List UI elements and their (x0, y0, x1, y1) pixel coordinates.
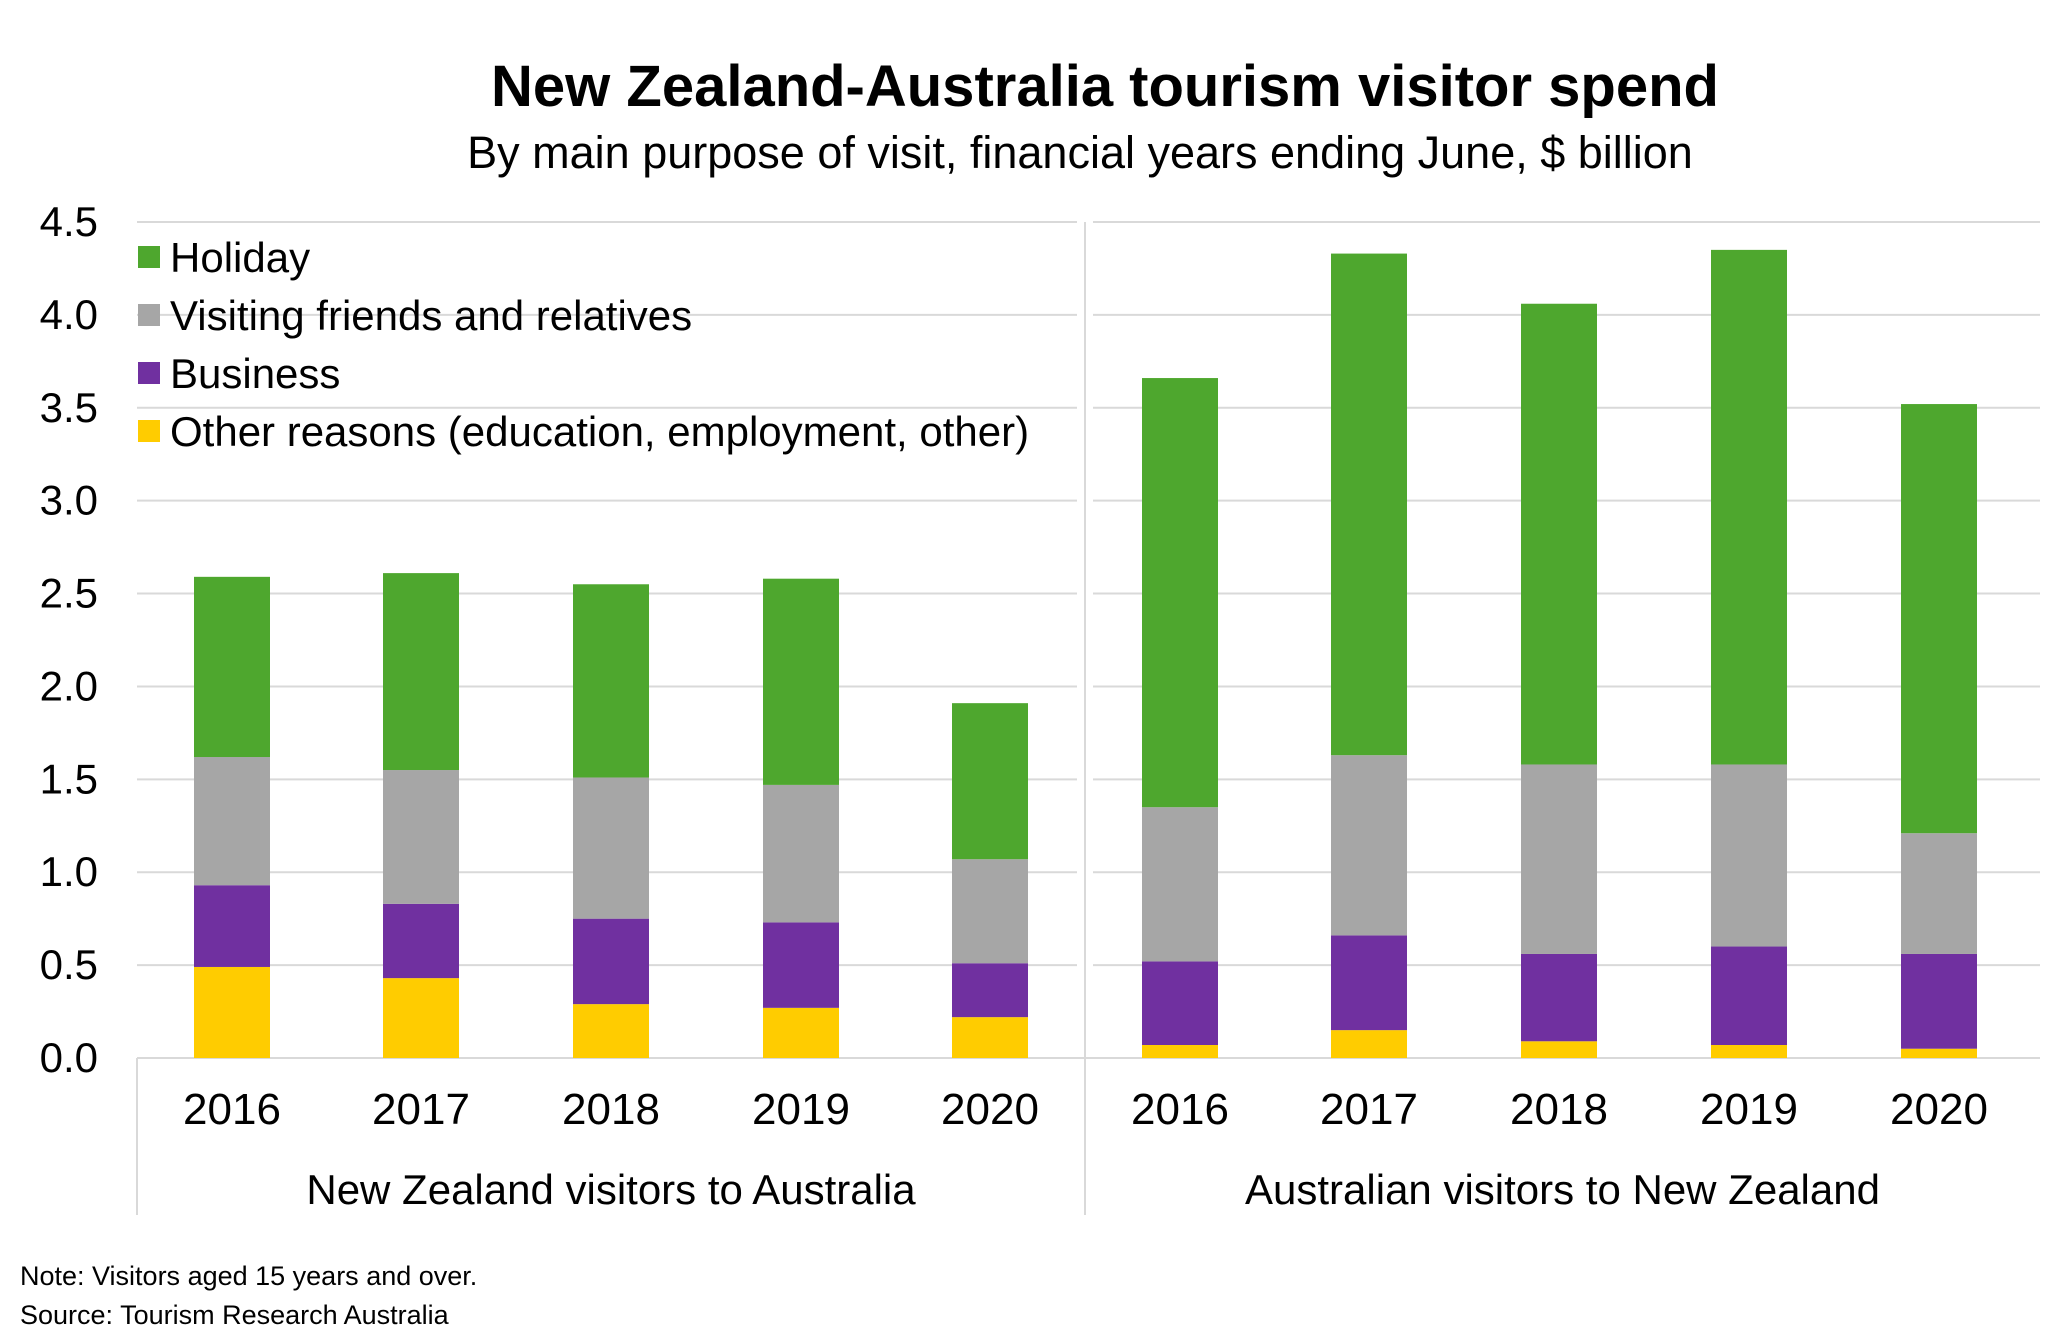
bar-segment (952, 963, 1028, 1018)
bar-segment (573, 918, 649, 1005)
legend-swatch (138, 246, 160, 268)
bar-segment (1711, 249, 1787, 765)
bar-segment (952, 1017, 1028, 1058)
bar-segment (763, 1007, 839, 1058)
legend-label: Visiting friends and relatives (170, 292, 692, 339)
y-tick-label: 0.0 (40, 1034, 98, 1081)
bar-segment (1331, 755, 1407, 936)
legend: Holiday Visiting friends and relatives Bus… (138, 234, 1029, 455)
y-tick-label: 1.5 (40, 755, 98, 802)
bar-segment (1521, 953, 1597, 1042)
x-tick-label: 2019 (752, 1085, 850, 1134)
y-tick-label: 3.0 (40, 477, 98, 524)
bar-segment (952, 859, 1028, 964)
x-tick-label: 2017 (372, 1085, 470, 1134)
bar-segment (573, 777, 649, 919)
bar-segment (1331, 935, 1407, 1031)
bar-segment (383, 573, 459, 771)
chart-source: Source: Tourism Research Australia (20, 1300, 450, 1330)
chart-note: Note: Visitors aged 15 years and over. (20, 1261, 477, 1291)
x-tick-label: 2016 (1131, 1085, 1229, 1134)
y-tick-label: 1.0 (40, 848, 98, 895)
bar-segment (1901, 404, 1977, 834)
bar-segment (194, 885, 270, 967)
bar-segment (1711, 764, 1787, 947)
x-tick-label: 2020 (941, 1085, 1039, 1134)
bars (194, 249, 1977, 1058)
bar-segment (1711, 1044, 1787, 1058)
x-tick-label: 2018 (1510, 1085, 1608, 1134)
bar-segment (194, 757, 270, 886)
legend-swatch (138, 362, 160, 384)
y-tick-label: 3.5 (40, 384, 98, 431)
bar-segment (194, 966, 270, 1058)
y-tick-label: 4.0 (40, 291, 98, 338)
y-tick-label: 2.0 (40, 662, 98, 709)
bar-segment (383, 770, 459, 904)
bar-segment (573, 1004, 649, 1058)
bar-segment (1142, 807, 1218, 962)
x-tick-label: 2018 (562, 1085, 660, 1134)
bar-segment (573, 584, 649, 778)
x-tick-label: 2016 (183, 1085, 281, 1134)
x-axis: 2016 2017 2018 2019 2020 New Zealand visitors… (136, 222, 2040, 1215)
legend-label: Other reasons (education, employment, ot… (170, 408, 1029, 455)
bar-segment (194, 576, 270, 758)
bar-segment (1521, 764, 1597, 954)
y-tick-label: 4.5 (40, 198, 98, 245)
chart-title: New Zealand-Australia tourism visitor sp… (491, 54, 1719, 119)
bar-segment (1521, 303, 1597, 765)
bar-segment (763, 578, 839, 785)
x-tick-label: 2020 (1890, 1085, 1988, 1134)
bar-segment (1521, 1041, 1597, 1058)
group-label: Australian visitors to New Zealand (1245, 1166, 1880, 1213)
bar-segment (383, 903, 459, 979)
bar-segment (1142, 1044, 1218, 1058)
bar-segment (763, 784, 839, 923)
bar-segment (1901, 833, 1977, 954)
legend-swatch (138, 304, 160, 326)
bar-segment (1142, 378, 1218, 808)
bar-segment (763, 922, 839, 1008)
bar-segment (1901, 953, 1977, 1049)
bar-segment (383, 978, 459, 1058)
group-label: New Zealand visitors to Australia (306, 1166, 916, 1213)
y-tick-label: 2.5 (40, 570, 98, 617)
legend-label: Holiday (170, 234, 310, 281)
bar-segment (952, 703, 1028, 860)
bar-segment (1711, 946, 1787, 1045)
bar-segment (1331, 253, 1407, 756)
x-tick-label: 2019 (1700, 1085, 1798, 1134)
bar-segment (1901, 1048, 1977, 1058)
legend-label: Business (170, 350, 340, 397)
bar-segment (1142, 961, 1218, 1045)
y-tick-label: 0.5 (40, 941, 98, 988)
legend-swatch (138, 420, 160, 442)
y-axis: 0.0 0.5 1.0 1.5 2.0 2.5 3.0 3.5 4.0 4.5 (40, 198, 98, 1081)
chart-subtitle: By main purpose of visit, financial year… (467, 127, 1693, 178)
bar-segment (1331, 1030, 1407, 1058)
x-tick-label: 2017 (1320, 1085, 1418, 1134)
